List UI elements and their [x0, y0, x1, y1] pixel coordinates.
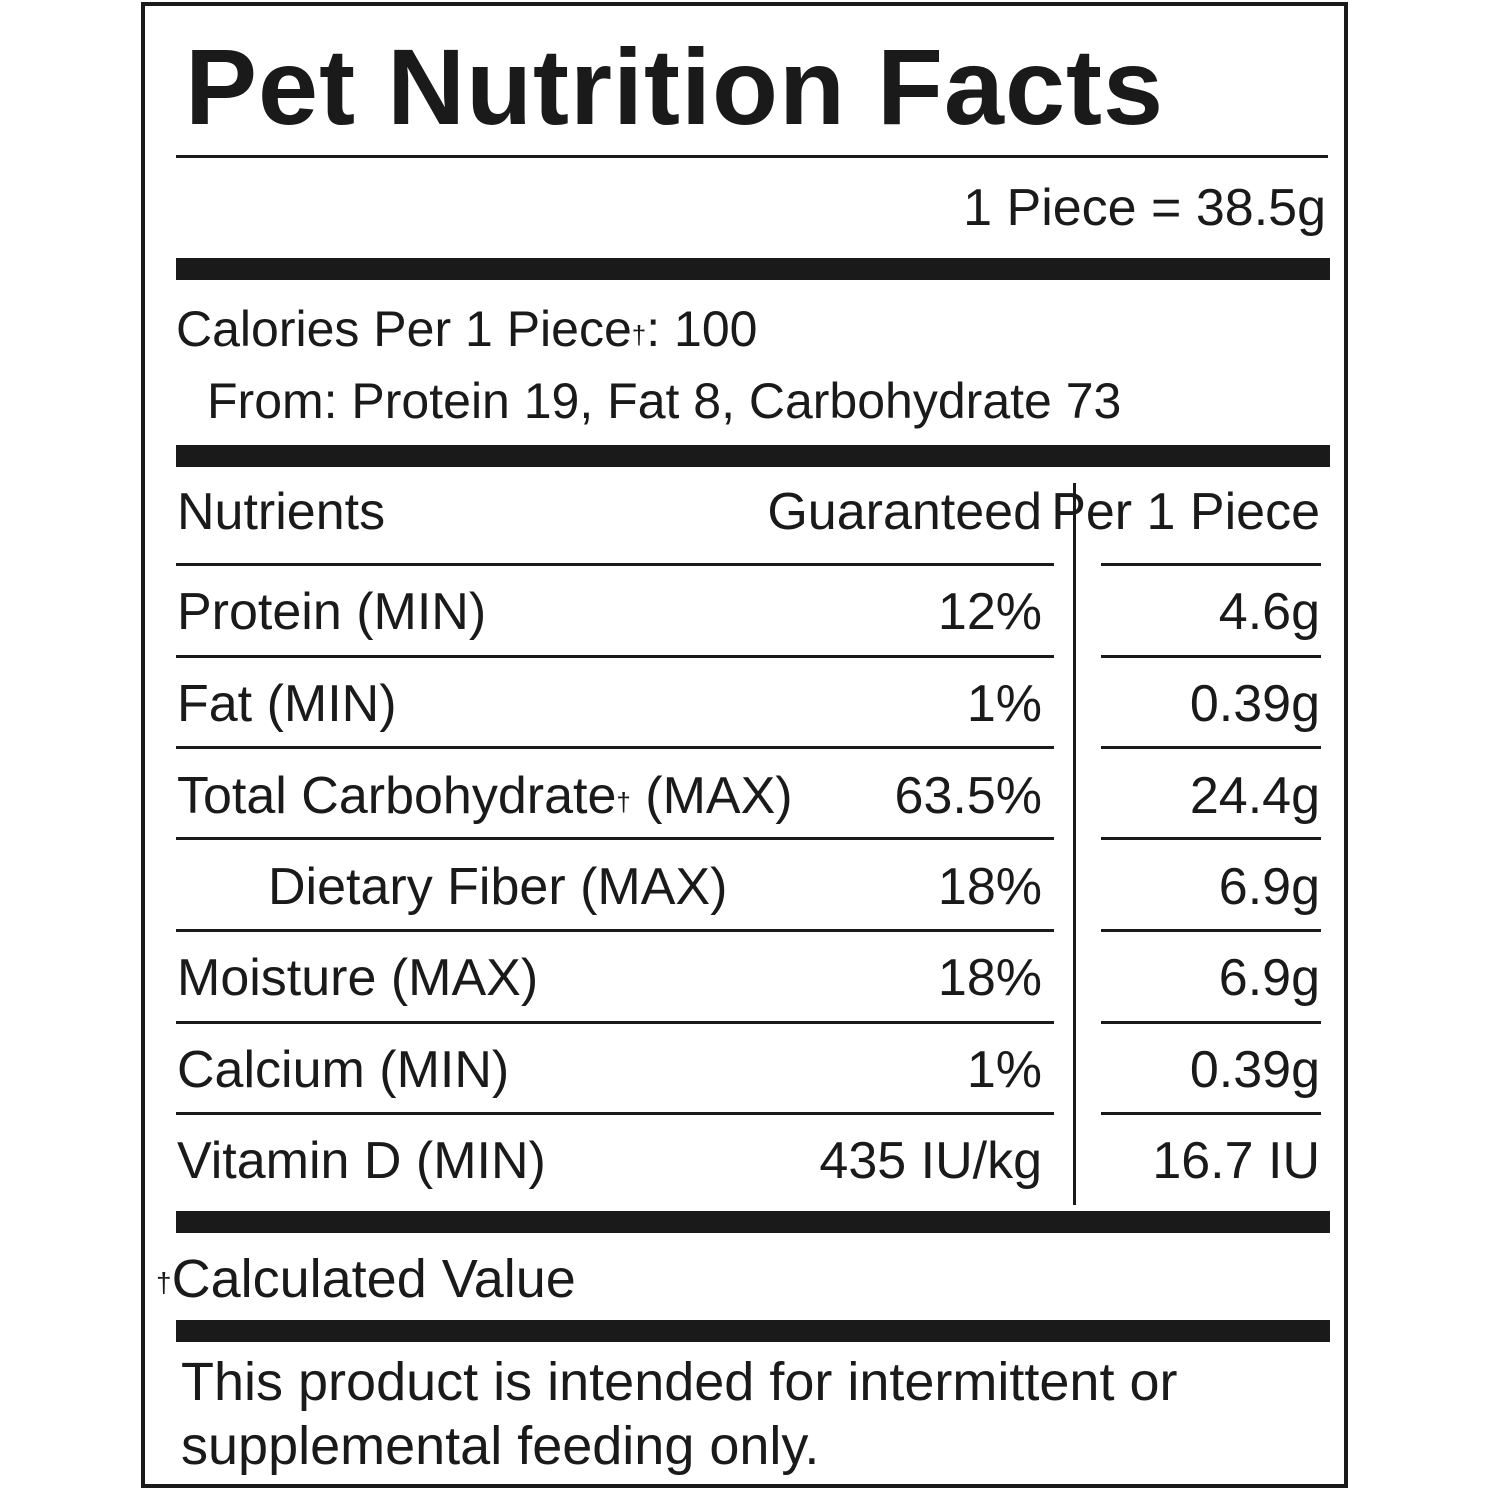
row-divider: [1101, 1112, 1321, 1115]
calories-line: Calories Per 1 Piece†: 100: [176, 301, 758, 357]
table-bottom-divider: [176, 1211, 1330, 1233]
guaranteed-value: 18%: [937, 858, 1042, 916]
column-divider: [1073, 483, 1076, 1205]
per-piece-value: 0.39g: [1189, 1041, 1320, 1099]
row-divider: [1101, 746, 1321, 749]
guaranteed-value: 12%: [937, 583, 1042, 641]
per-piece-value: 6.9g: [1218, 949, 1320, 1007]
guaranteed-value: 18%: [937, 949, 1042, 1007]
dagger-mark: †: [616, 787, 631, 817]
row-divider: [1101, 655, 1321, 658]
row-divider: [1101, 837, 1321, 840]
header-nutrients: Nutrients: [177, 483, 386, 541]
row-divider: [1101, 1021, 1321, 1024]
row-divider: [176, 746, 1054, 749]
calories-source-line: From: Protein 19, Fat 8, Carbohydrate 73: [207, 373, 1122, 429]
nutrient-name: Calcium (MIN): [177, 1041, 510, 1099]
nutrient-name: Dietary Fiber (MAX): [268, 858, 728, 916]
header-per-piece: Per 1 Piece: [1051, 483, 1320, 541]
row-divider: [176, 1112, 1054, 1115]
nutrition-label-panel: [141, 2, 1348, 1488]
row-divider: [176, 655, 1054, 658]
header-guaranteed: Guaranteed: [767, 483, 1042, 541]
nutrient-name: Fat (MIN): [177, 675, 397, 733]
nutrient-name: Protein (MIN): [177, 583, 487, 641]
dagger-mark: †: [631, 320, 647, 350]
serving-size: 1 Piece = 38.5g: [963, 179, 1326, 237]
nutrient-name: Vitamin D (MIN): [177, 1132, 546, 1190]
footnote: †Calculated Value: [156, 1249, 576, 1309]
label-title: Pet Nutrition Facts: [185, 26, 1165, 147]
row-divider: [176, 929, 1054, 932]
per-piece-value: 24.4g: [1189, 767, 1320, 825]
per-piece-value: 4.6g: [1218, 583, 1320, 641]
row-divider: [176, 837, 1054, 840]
nutrient-name: Total Carbohydrate† (MAX): [177, 767, 793, 825]
row-divider: [176, 1021, 1054, 1024]
per-piece-value: 16.7 IU: [1152, 1132, 1320, 1190]
feeding-disclaimer: This product is intended for intermitten…: [181, 1352, 1178, 1476]
row-divider: [1101, 929, 1321, 932]
calories-divider: [176, 445, 1330, 467]
dagger-mark: †: [156, 1267, 172, 1298]
guaranteed-value: 1%: [966, 675, 1042, 733]
guaranteed-value: 1%: [966, 1041, 1042, 1099]
per-piece-value: 6.9g: [1218, 858, 1320, 916]
guaranteed-value: 435 IU/kg: [819, 1132, 1042, 1190]
row-divider: [176, 563, 1054, 566]
guaranteed-value: 63.5%: [894, 767, 1042, 825]
footnote-divider: [176, 1320, 1330, 1342]
title-divider: [176, 155, 1328, 158]
serving-divider: [176, 258, 1330, 280]
nutrient-name: Moisture (MAX): [177, 949, 539, 1007]
row-divider: [1101, 563, 1321, 566]
per-piece-value: 0.39g: [1189, 675, 1320, 733]
